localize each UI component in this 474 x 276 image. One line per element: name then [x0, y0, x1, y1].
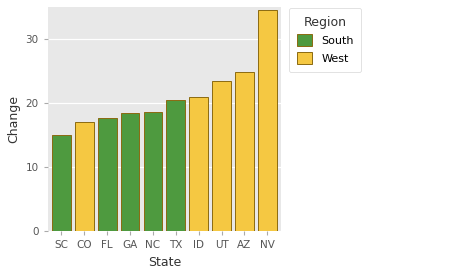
X-axis label: State: State	[148, 256, 181, 269]
Bar	[189, 97, 208, 232]
Bar	[144, 112, 162, 232]
Bar	[235, 72, 254, 232]
Bar	[258, 10, 277, 232]
Bar	[212, 81, 231, 232]
Bar	[121, 113, 139, 232]
Legend: South, West: South, West	[289, 8, 362, 72]
Y-axis label: Change: Change	[7, 95, 20, 143]
Bar	[166, 100, 185, 232]
Bar	[52, 135, 71, 232]
Bar	[98, 118, 117, 232]
Bar	[75, 122, 94, 232]
